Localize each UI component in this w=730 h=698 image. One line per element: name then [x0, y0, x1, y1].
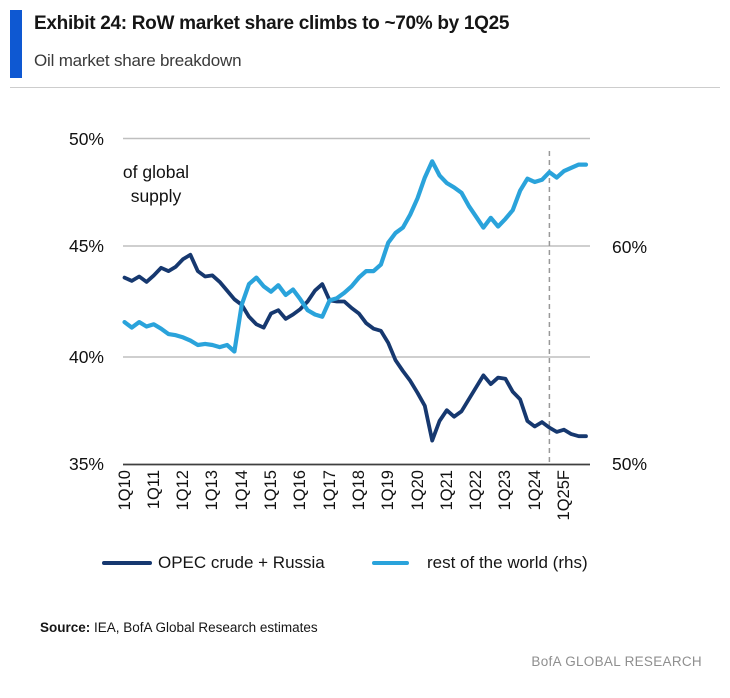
x-axis-tick-1q22: 1Q22 [467, 470, 486, 511]
legend-label-rest-of-world: rest of the world (rhs) [427, 553, 588, 572]
source-text: IEA, BofA Global Research estimates [90, 620, 318, 635]
legend-line-opec-russia [102, 561, 152, 565]
left-axis-tick-35: 35% [68, 454, 104, 474]
header-divider [10, 87, 720, 88]
x-axis-tick-1q16: 1Q16 [291, 470, 310, 511]
left-axis-tick-45: 45% [68, 236, 104, 256]
exhibit-accent-bar [10, 10, 22, 78]
left-axis-tick-40: 40% [68, 347, 104, 367]
x-axis-tick-1q19: 1Q19 [379, 470, 398, 511]
x-axis-tick-1q18: 1Q18 [349, 470, 368, 511]
x-axis-tick-1q14: 1Q14 [232, 470, 251, 511]
legend-label-opec-russia: OPEC crude + Russia [158, 553, 325, 572]
right-axis-tick-60: 60% [612, 237, 648, 257]
bofa-global-research-brand: BofA GLOBAL RESEARCH [531, 654, 702, 669]
exhibit-subtitle: Oil market share breakdown [34, 51, 242, 70]
x-axis-tick-1q15: 1Q15 [262, 470, 280, 511]
x-axis-tick-1q12: 1Q12 [174, 470, 193, 511]
exhibit-title: Exhibit 24: RoW market share climbs to ~… [34, 13, 510, 34]
source-label: Source: [40, 620, 91, 635]
x-axis-tick-1q11: 1Q11 [144, 470, 163, 510]
left-axis-tick-50: 50% [68, 129, 104, 149]
axis-units-annotation: of global supply [95, 160, 217, 208]
x-axis-tick-1q10: 1Q10 [115, 470, 134, 511]
x-axis-tick-1q25f: 1Q25F [555, 470, 573, 521]
series-line-opec-crude-russia [122, 252, 588, 443]
series-line-rest-of-world [122, 159, 589, 354]
annotation-line-2: supply [130, 186, 182, 206]
annotation-line-1: of global [122, 162, 190, 182]
source-note: Source: IEA, BofA Global Research estima… [40, 620, 318, 635]
x-axis-tick-1q21: 1Q21 [437, 470, 456, 511]
x-axis-tick-1q17: 1Q17 [320, 470, 339, 511]
x-axis-tick-1q20: 1Q20 [408, 470, 427, 511]
x-axis-tick-1q13: 1Q13 [203, 470, 222, 511]
legend-line-rest-of-world [372, 561, 409, 565]
x-axis-tick-1q24: 1Q24 [525, 470, 544, 511]
x-axis-tick-1q23: 1Q23 [496, 470, 515, 511]
right-axis-tick-50: 50% [612, 454, 648, 474]
